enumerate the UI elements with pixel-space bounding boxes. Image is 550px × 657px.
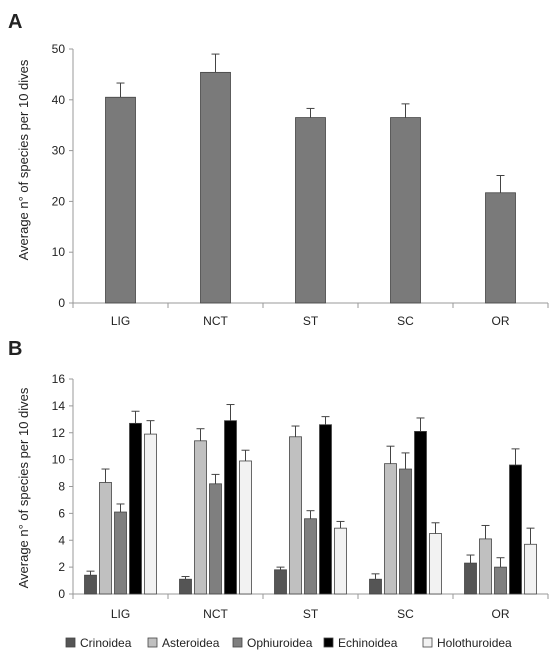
legend-swatch [323,637,334,648]
legend-swatch [232,637,243,648]
panel-b-x-tick-label: SC [397,607,414,621]
panel-a-x-tick-label: OR [492,314,510,328]
panel-b-bar [414,431,427,595]
panel-b-y-tick-label: 0 [58,587,65,601]
panel-b-y-axis-label: Average n° of species per 10 dives [16,387,31,588]
panel-b-y-tick-label: 14 [52,399,66,413]
panel-a-bar [105,96,136,304]
panel-b-bar [384,463,397,595]
panel-b-bar [129,422,142,595]
panel-b-x-tick-label: OR [492,607,510,621]
panel-a-y-tick-label: 30 [52,144,66,158]
panel-b-label: B [8,338,22,360]
panel-b-bar [114,511,127,595]
panel-a-y-tick-label: 50 [52,42,66,56]
panel-b-plot: 0 2 4 6 8 10 12 14 16 LIG NCT ST SC OR [52,372,549,621]
panel-b-bar [84,574,97,595]
panel-b-x-tick-label: LIG [111,607,130,621]
panel-b: B Average n° of species per 10 dives 0 2 4… [8,338,549,650]
panel-a-label: A [8,11,22,33]
panel-b-bar [289,436,302,595]
panel-b-bar [524,543,537,595]
legend-label: Echinoidea [338,636,398,650]
panel-b-bar [304,518,317,595]
panel-a-plot: 0 10 20 30 40 50 LIG NCT ST SC OR [52,42,549,328]
panel-b-y-tick-label: 10 [52,453,66,467]
panel-a-x-tick-label: ST [303,314,319,328]
panel-a-bar [295,117,326,304]
legend-label: Holothuroidea [437,636,512,650]
panel-b-bar [209,483,222,595]
panel-b-x-tick-label: NCT [203,607,228,621]
panel-a-x-tick-label: SC [397,314,414,328]
panel-b-bar [464,562,477,595]
panel-b-bar [179,578,192,595]
panel-b-bar [319,424,332,595]
legend-label: Crinoidea [80,636,132,650]
panel-b-y-tick-label: 6 [58,506,65,520]
panel-b-bar [479,538,492,595]
panel-b-bar [399,468,412,595]
panel-b-bar [239,460,252,595]
panel-b-x-tick-label: ST [303,607,319,621]
panel-b-bar [509,464,522,595]
legend-swatch [147,637,158,648]
panel-a-y-tick-label: 10 [52,245,66,259]
panel-a-x-tick-label: LIG [111,314,130,328]
panel-b-bar [334,527,347,595]
panel-a-y-tick-label: 20 [52,194,66,208]
panel-a-bar [200,71,231,304]
panel-a-bar [390,117,421,304]
panel-b-bar [144,433,157,595]
panel-b-bar [99,482,112,595]
panel-a-bar [485,192,516,304]
panel-b-y-tick-label: 8 [58,480,65,494]
panel-b-y-tick-label: 16 [52,372,66,386]
panel-b-y-tick-label: 12 [52,426,66,440]
legend-label: Ophiuroidea [247,636,313,650]
legend-swatch [65,637,76,648]
panel-a: A Average n° of species per 10 dives 0 10… [8,11,549,328]
panel-a-y-tick-label: 40 [52,93,66,107]
panel-a-y-tick-label: 0 [58,296,65,310]
panel-a-x-tick-label: NCT [203,314,228,328]
panel-a-y-axis-label: Average n° of species per 10 dives [16,59,31,260]
panel-b-bar [224,420,237,595]
legend: Crinoidea Asteroidea Ophiuroidea Echinoidea… [65,636,512,650]
panel-b-bar [369,578,382,595]
panel-b-y-tick-label: 2 [58,560,65,574]
legend-swatch [422,637,433,648]
panel-b-bar [194,440,207,595]
panel-b-bar [274,569,287,595]
legend-label: Asteroidea [162,636,220,650]
panel-b-bar [429,533,442,595]
panel-b-y-tick-label: 4 [58,533,65,547]
panel-b-bar [494,566,507,595]
